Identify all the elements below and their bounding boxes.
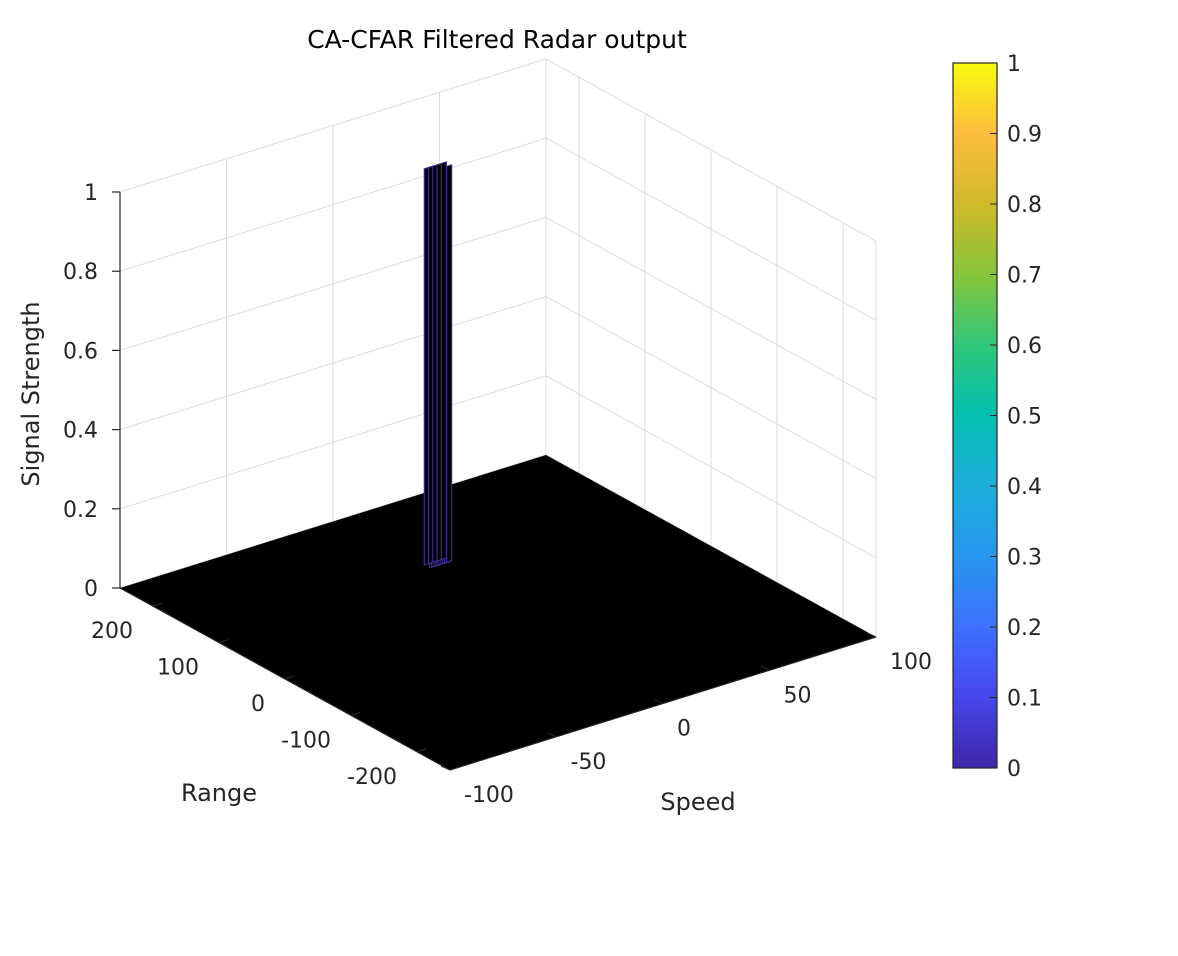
grid-line: [119, 216, 547, 351]
range-axis-label: Range: [181, 779, 257, 807]
detection-spike: [440, 161, 447, 561]
z-tick-label: 0: [84, 577, 98, 602]
speed-tick-label: 100: [890, 650, 932, 675]
speed-tick: [653, 698, 664, 705]
range-tick-label: 0: [251, 692, 265, 717]
range-tick-label: 100: [157, 656, 199, 681]
speed-axis-label: Speed: [660, 788, 735, 816]
detection-spike: [446, 164, 453, 564]
signal-strength-axis-label: Signal Strength: [17, 301, 45, 486]
colorbar-tick-label: 0.4: [1007, 475, 1042, 500]
colorbar-tick-label: 0.7: [1007, 264, 1042, 289]
colorbar-gradient: [952, 62, 998, 769]
grid-line: [119, 58, 547, 193]
speed-tick: [866, 632, 877, 638]
z-tick-label: 1: [84, 181, 98, 206]
chart-title: CA-CFAR Filtered Radar output: [307, 25, 687, 54]
colorbar-tick-label: 0.8: [1007, 193, 1042, 218]
colorbar-tick-label: 0: [1007, 757, 1021, 782]
range-tick: [350, 711, 361, 716]
range-tick-label: -200: [347, 765, 397, 790]
z-tick-label: 0.6: [63, 339, 98, 364]
range-tick: [152, 602, 163, 607]
grid-line: [119, 296, 547, 431]
grid-line: [545, 58, 877, 242]
colorbar: 0 0.1 0.2 0.3 0.4 0.5 0.6 0.7 0.8 0.9 1: [952, 52, 1042, 782]
colorbar-tick-label: 1: [1007, 52, 1021, 77]
grid-line: [119, 137, 547, 272]
colorbar-tick-label: 0.2: [1007, 616, 1042, 641]
colorbar-tick-label: 0.6: [1007, 334, 1042, 359]
grid-line: [545, 375, 877, 559]
range-tick: [218, 639, 229, 644]
colorbar-tick-label: 0.5: [1007, 405, 1042, 430]
grid-line: [119, 375, 547, 510]
z-tick-label: 0.2: [63, 498, 98, 523]
range-tick-label: 200: [91, 619, 133, 644]
range-tick: [284, 675, 295, 680]
range-tick: [416, 748, 427, 753]
speed-tick-label: -100: [464, 783, 514, 808]
speed-tick: [440, 765, 451, 771]
grid-line: [545, 216, 877, 400]
z-tick-label: 0.4: [63, 419, 98, 444]
grid-line: [545, 137, 877, 321]
speed-tick-label: 0: [677, 717, 691, 742]
surface-plot: [120, 161, 876, 770]
colorbar-tick-label: 0.9: [1007, 123, 1042, 148]
z-tick-label: 0.8: [63, 260, 98, 285]
range-tick-label: -100: [281, 728, 331, 753]
speed-tick-label: 50: [784, 683, 812, 708]
colorbar-tick-label: 0.1: [1007, 687, 1042, 712]
speed-tick: [760, 665, 770, 671]
speed-tick: [547, 732, 557, 738]
axes: 0 0.2 0.4 0.6 0.8 1 -200 -100 0 100 200 -100 -50 0 50 1…: [63, 181, 932, 808]
grid-line: [545, 296, 877, 480]
speed-tick-label: -50: [571, 750, 607, 775]
surface-floor: [120, 455, 876, 770]
colorbar-tick-label: 0.3: [1007, 546, 1042, 571]
